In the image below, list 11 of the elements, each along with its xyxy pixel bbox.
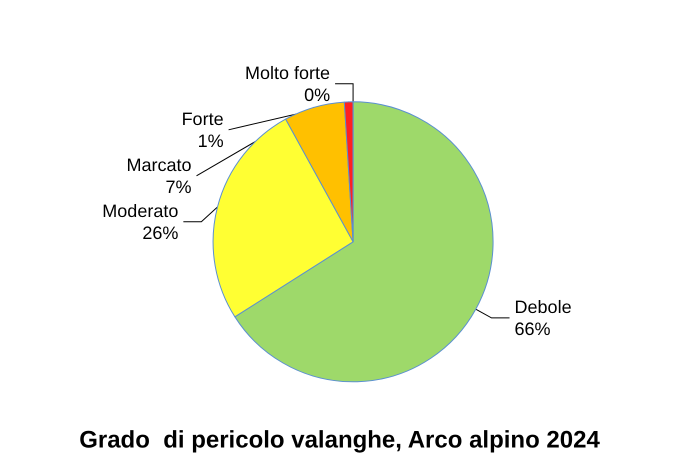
data-label: 7% <box>165 176 192 197</box>
data-label: 66% <box>514 318 551 339</box>
category-label: Molto forte <box>245 62 330 83</box>
slice-label: Moderato <box>102 200 178 221</box>
text: Grado di pericolo valanghe, Arco alpino 2024 <box>79 426 600 454</box>
data-label: 26% <box>142 222 178 243</box>
slice-label: Forte <box>182 108 224 129</box>
slice-label: Marcato <box>126 154 192 175</box>
text: 0% <box>304 84 330 105</box>
slice-label: Debole <box>514 296 572 317</box>
data-label: 1% <box>198 130 224 151</box>
